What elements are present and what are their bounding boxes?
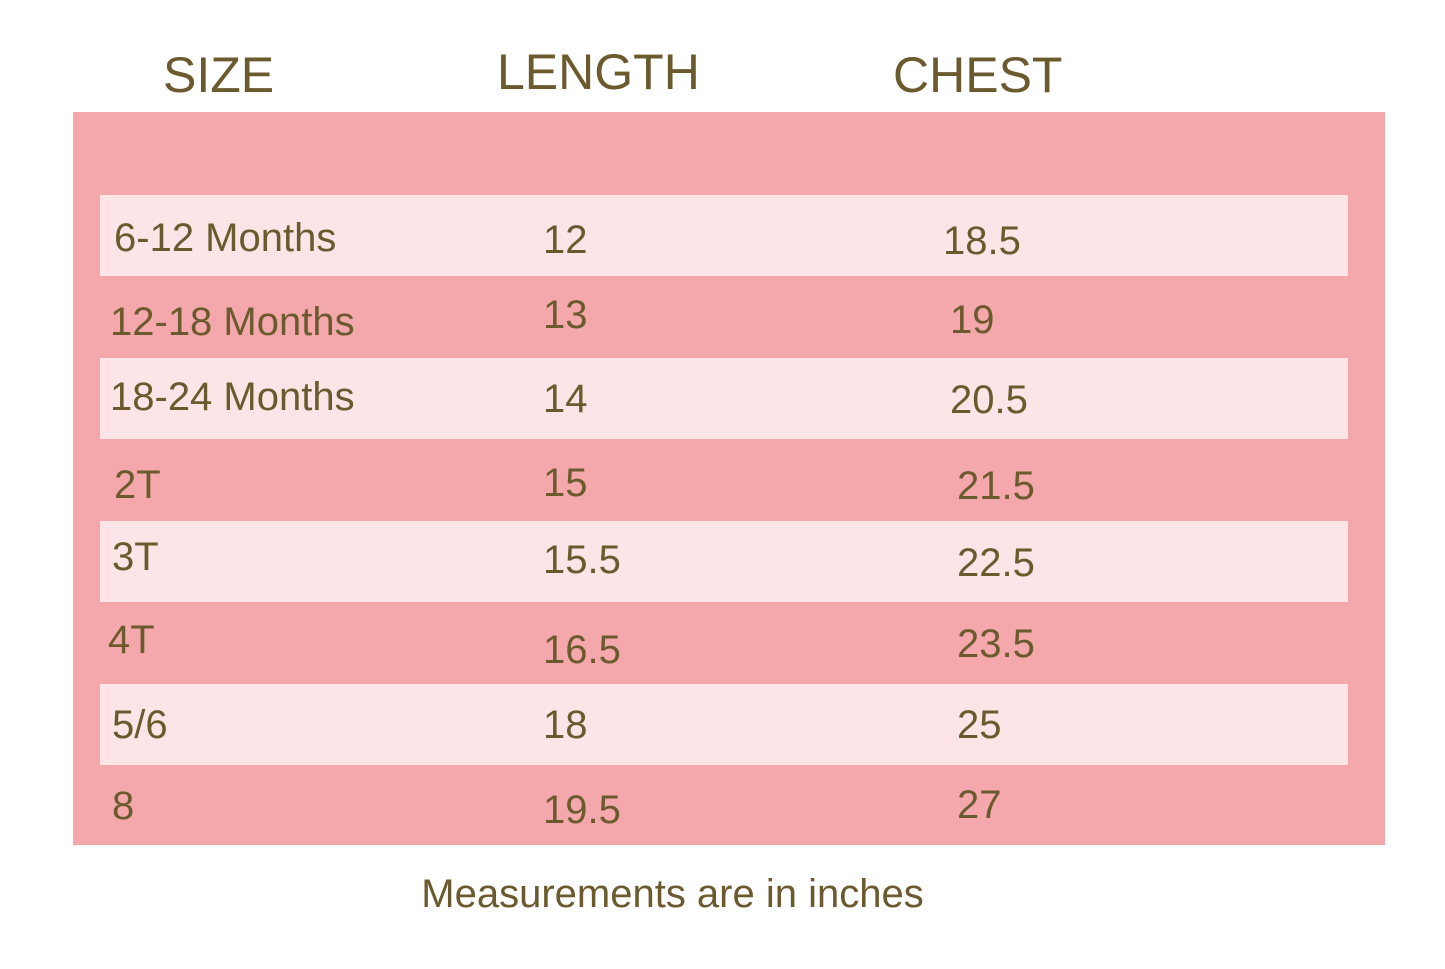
column-header: CHEST xyxy=(893,47,1063,103)
chest-cell: 19 xyxy=(950,298,995,342)
chest-cell: 22.5 xyxy=(957,541,1035,585)
length-cell: 12 xyxy=(543,218,588,262)
size-cell: 3T xyxy=(112,535,159,579)
length-cell: 13 xyxy=(543,293,588,337)
column-header: LENGTH xyxy=(497,44,700,100)
chest-cell: 18.5 xyxy=(943,219,1021,263)
chest-cell: 27 xyxy=(957,783,1002,827)
size-cell: 8 xyxy=(112,784,135,828)
row-stripe xyxy=(100,521,1348,602)
chest-cell: 23.5 xyxy=(957,622,1035,666)
chest-cell: 25 xyxy=(957,703,1002,747)
chest-cell: 20.5 xyxy=(950,378,1028,422)
size-cell: 5/6 xyxy=(112,703,168,747)
length-cell: 18 xyxy=(543,703,588,747)
length-cell: 19.5 xyxy=(543,788,621,832)
length-cell: 15 xyxy=(543,461,588,505)
size-cell: 2T xyxy=(114,463,161,507)
length-cell: 16.5 xyxy=(543,628,621,672)
size-cell: 18-24 Months xyxy=(110,375,355,419)
column-header: SIZE xyxy=(163,47,275,103)
size-cell: 12-18 Months xyxy=(110,300,355,344)
row-stripe xyxy=(100,684,1348,765)
length-cell: 15.5 xyxy=(543,538,621,582)
chest-cell: 21.5 xyxy=(957,464,1035,508)
size-cell: 6-12 Months xyxy=(114,216,337,260)
size-cell: 4T xyxy=(108,618,155,662)
row-stripe xyxy=(100,358,1348,439)
footnote: Measurements are in inches xyxy=(421,872,924,916)
length-cell: 14 xyxy=(543,377,588,421)
row-stripe xyxy=(100,195,1348,276)
